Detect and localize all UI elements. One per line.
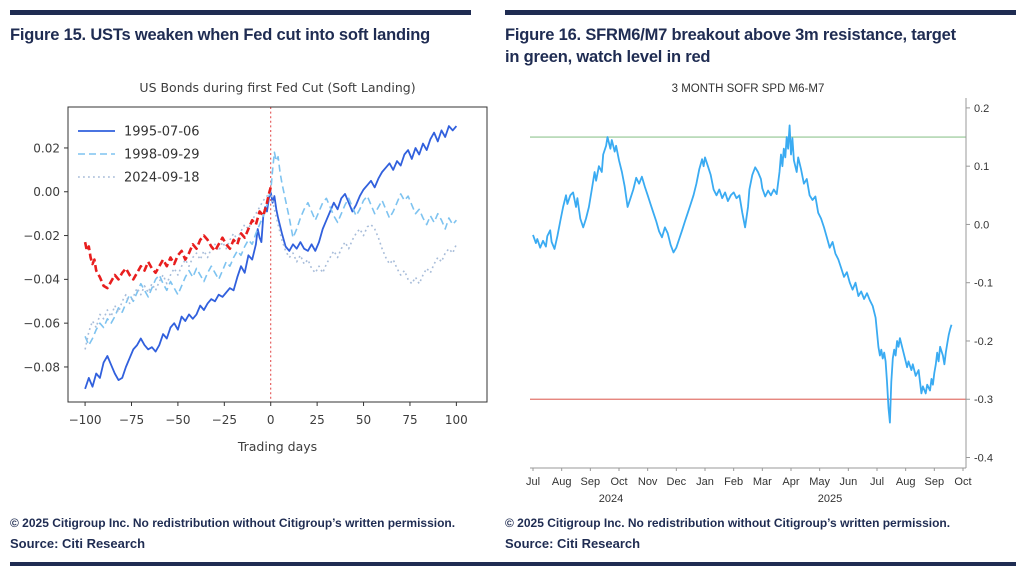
footer-right: © 2025 Citigroup Inc. No redistribution … bbox=[505, 516, 1016, 551]
svg-text:1998-09-29: 1998-09-29 bbox=[124, 148, 200, 163]
svg-text:0.2: 0.2 bbox=[974, 103, 989, 115]
sofr-spread-chart: 0.2 0.1 0.0 -0.1 -0.2 -0.3 -0.4 Jul Aug Sep Oct Nov… bbox=[526, 83, 993, 505]
svg-text:Dec: Dec bbox=[667, 476, 687, 488]
svg-text:50: 50 bbox=[356, 413, 371, 427]
top-rule-left bbox=[10, 10, 471, 15]
svg-text:2024-09-18: 2024-09-18 bbox=[124, 171, 200, 186]
figure-15-title: Figure 15. USTs weaken when Fed cut into… bbox=[10, 25, 472, 47]
svg-text:0.02: 0.02 bbox=[33, 141, 60, 155]
svg-text:−100: −100 bbox=[69, 413, 102, 427]
svg-text:Aug: Aug bbox=[896, 476, 916, 488]
copyright-text-right: © 2025 Citigroup Inc. No redistribution … bbox=[505, 516, 951, 530]
svg-text:−0.02: −0.02 bbox=[23, 229, 60, 243]
svg-text:-0.1: -0.1 bbox=[974, 278, 993, 290]
svg-text:Jul: Jul bbox=[870, 476, 884, 488]
figure-16-title: Figure 16. SFRM6/M7 breakout above 3m re… bbox=[505, 25, 1020, 69]
svg-text:Oct: Oct bbox=[954, 476, 971, 488]
svg-text:1995-07-06: 1995-07-06 bbox=[124, 125, 200, 140]
svg-text:Aug: Aug bbox=[552, 476, 572, 488]
svg-text:−0.06: −0.06 bbox=[23, 316, 60, 330]
svg-text:-0.3: -0.3 bbox=[974, 394, 993, 406]
svg-text:100: 100 bbox=[445, 413, 468, 427]
svg-text:−75: −75 bbox=[119, 413, 144, 427]
svg-text:2025: 2025 bbox=[818, 493, 842, 505]
svg-text:2024: 2024 bbox=[599, 493, 623, 505]
svg-text:−0.04: −0.04 bbox=[23, 273, 60, 287]
figure-16-title-line1: Figure 16. SFRM6/M7 breakout above 3m re… bbox=[505, 26, 956, 44]
svg-text:Mar: Mar bbox=[753, 476, 772, 488]
svg-text:Jun: Jun bbox=[839, 476, 857, 488]
svg-text:Feb: Feb bbox=[724, 476, 743, 488]
footer-left: © 2025 Citigroup Inc. No redistribution … bbox=[10, 516, 480, 551]
svg-text:Nov: Nov bbox=[638, 476, 658, 488]
svg-text:Oct: Oct bbox=[610, 476, 627, 488]
svg-text:−0.08: −0.08 bbox=[23, 360, 60, 374]
figure-15-title-text: Figure 15. USTs weaken when Fed cut into… bbox=[10, 26, 430, 44]
svg-text:−50: −50 bbox=[165, 413, 190, 427]
svg-text:-0.4: -0.4 bbox=[974, 452, 993, 464]
svg-text:Jan: Jan bbox=[696, 476, 714, 488]
copyright-text-left: © 2025 Citigroup Inc. No redistribution … bbox=[10, 516, 456, 530]
svg-text:Apr: Apr bbox=[782, 476, 799, 488]
svg-text:0.1: 0.1 bbox=[974, 161, 989, 173]
source-text-right: Source: Citi Research bbox=[505, 536, 641, 551]
source-text-left: Source: Citi Research bbox=[10, 536, 146, 551]
bottom-rule bbox=[10, 562, 1016, 566]
svg-text:−25: −25 bbox=[212, 413, 237, 427]
svg-text:3 MONTH SOFR SPD M6-M7: 3 MONTH SOFR SPD M6-M7 bbox=[672, 83, 825, 95]
svg-text:Jul: Jul bbox=[526, 476, 540, 488]
us-bonds-fed-cut-chart: 0.02 0.00 −0.02 −0.04 −0.06 −0.08 −100 −75 −50 −2… bbox=[23, 80, 488, 454]
svg-text:75: 75 bbox=[402, 413, 417, 427]
svg-text:0.00: 0.00 bbox=[33, 185, 60, 199]
figure-16-title-line2: in green, watch level in red bbox=[505, 47, 711, 66]
svg-text:May: May bbox=[809, 476, 830, 488]
svg-text:US Bonds during first Fed Cut: US Bonds during first Fed Cut (Soft Land… bbox=[139, 80, 415, 95]
svg-text:-0.2: -0.2 bbox=[974, 336, 993, 348]
svg-text:0.0: 0.0 bbox=[974, 219, 989, 231]
svg-text:0: 0 bbox=[267, 413, 275, 427]
svg-text:Trading days: Trading days bbox=[237, 439, 317, 454]
svg-text:Sep: Sep bbox=[581, 476, 601, 488]
svg-text:25: 25 bbox=[309, 413, 324, 427]
svg-text:Sep: Sep bbox=[925, 476, 945, 488]
top-rule-right bbox=[505, 10, 1016, 15]
